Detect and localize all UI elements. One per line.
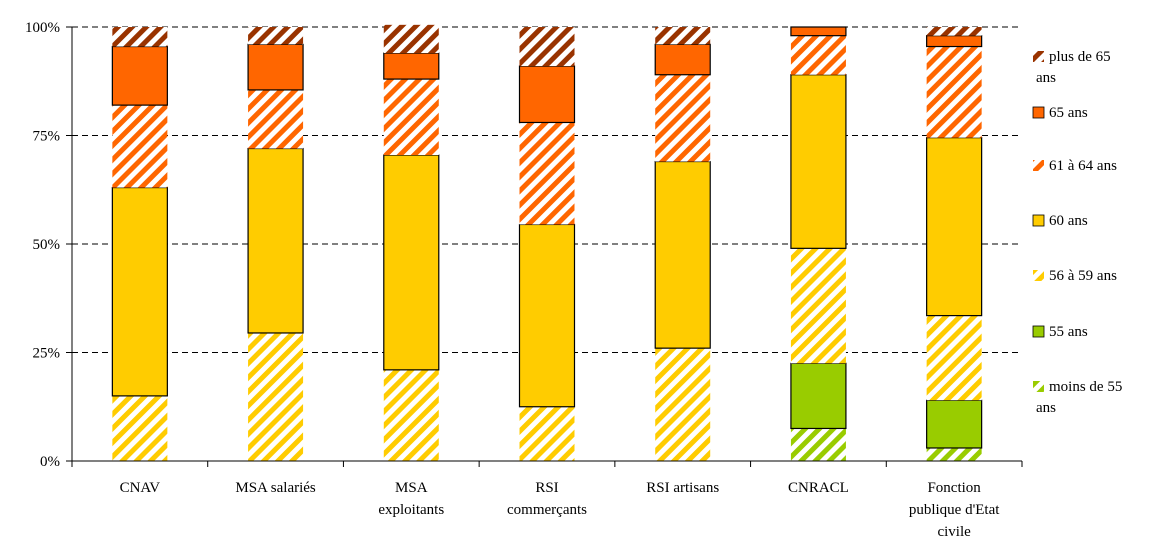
bar-segment-fonction-publique-d-etat-civile-56-a-59-ans [926, 315, 982, 401]
bar-segment-cnracl-65-ans [790, 26, 847, 37]
legend-label: 55 ans [1049, 324, 1088, 340]
bar-segment-rsi-artisans-plus-de-65-ans [655, 27, 711, 45]
y-tick-label: 50% [33, 237, 61, 253]
y-tick-label: 25% [33, 346, 61, 362]
bar-segment-fonction-publique-d-etat-civile-61-a-64-ans [926, 46, 982, 138]
bar-segment-fonction-publique-d-etat-civile-moins-de-55-ans [926, 447, 982, 461]
legend-label: 61 à 64 ans [1049, 158, 1117, 174]
bar-segment-msa-salaries-60-ans [247, 147, 304, 334]
legend-item-55-ans: 55 ans [1032, 324, 1088, 340]
x-tick-label-rsi-commercants: RSI commerçants [507, 480, 587, 518]
bars [111, 24, 983, 461]
bar-segment-rsi-commercants-61-a-64-ans [519, 122, 575, 225]
legend-item-plus-de-65-ans: plus de 65 ans [1033, 49, 1111, 86]
bar-segment-msa-salaries-plus-de-65-ans [248, 27, 304, 45]
bar-segment-rsi-commercants-plus-de-65-ans [519, 27, 575, 67]
x-tick-label-msa-exploitants: MSA exploitants [378, 480, 444, 518]
legend-label: plus de 65 ans [1036, 49, 1111, 86]
bar-segment-cnav-56-a-59-ans [112, 395, 168, 461]
bar-segment-cnracl-55-ans [790, 362, 847, 430]
legend-item-56-a-59-ans: 56 à 59 ans [1033, 268, 1117, 284]
legend-swatch [1033, 160, 1044, 171]
bar-segment-fonction-publique-d-etat-civile-65-ans [926, 35, 983, 48]
bar-segment-msa-exploitants-60-ans [383, 154, 440, 371]
legend-label: 60 ans [1049, 213, 1088, 229]
bar-segment-msa-salaries-65-ans [247, 43, 304, 91]
bar-segment-fonction-publique-d-etat-civile-55-ans [926, 399, 983, 449]
x-tick-label-rsi-artisans: RSI artisans [646, 480, 719, 496]
legend-swatch [1033, 51, 1044, 62]
legend-swatch [1032, 214, 1045, 227]
y-tick-label: 100% [25, 20, 60, 36]
legend-item-61-a-64-ans: 61 à 64 ans [1033, 158, 1117, 174]
axis-labels: 0% 25% 50% 75% 100% CNAV MSA salariés MSA exploi… [25, 20, 1000, 540]
bar-segment-rsi-artisans-56-a-59-ans [655, 348, 711, 461]
bar-segment-fonction-publique-d-etat-civile-plus-de-65-ans [926, 27, 982, 36]
legend-label: moins de 55 ans [1036, 379, 1122, 416]
x-tick-label-msa-salaries: MSA salariés [235, 480, 316, 496]
bar-segment-msa-exploitants-plus-de-65-ans [383, 24, 439, 54]
legend-swatch [1032, 106, 1045, 119]
bar-segment-msa-exploitants-56-a-59-ans [383, 369, 439, 461]
x-tick-label-cnav: CNAV [120, 480, 161, 496]
x-tick-label-cnracl: CNRACL [788, 480, 849, 496]
bar-segment-rsi-artisans-61-a-64-ans [655, 74, 711, 162]
bar-segment-rsi-commercants-65-ans [518, 65, 576, 124]
bar-segment-cnracl-60-ans [790, 74, 847, 249]
legend-label: 56 à 59 ans [1049, 268, 1117, 284]
bar-segment-cnav-61-a-64-ans [112, 105, 168, 188]
bar-segment-cnav-60-ans [111, 186, 168, 397]
x-tick-label-fonction-publique-d-etat-civile: Fonction publique d'Etat civile [909, 480, 1000, 540]
bar-segment-fonction-publique-d-etat-civile-60-ans [926, 137, 983, 317]
legend-swatch [1032, 325, 1045, 338]
bar-segment-rsi-artisans-60-ans [654, 160, 711, 349]
bar-segment-cnracl-moins-de-55-ans [790, 428, 846, 461]
bar-segment-rsi-artisans-65-ans [654, 43, 711, 76]
bar-segment-msa-salaries-56-a-59-ans [248, 332, 304, 461]
bar-segment-cnracl-56-a-59-ans [790, 248, 846, 364]
legend-swatch [1033, 270, 1044, 281]
bar-segment-rsi-commercants-56-a-59-ans [519, 406, 575, 461]
legend-item-65-ans: 65 ans [1032, 105, 1088, 121]
y-tick-label: 0% [40, 454, 60, 470]
y-tick-label: 75% [33, 129, 61, 145]
bar-segment-msa-exploitants-61-a-64-ans [383, 79, 439, 156]
bar-segment-cnav-65-ans [111, 45, 168, 106]
bar-segment-rsi-commercants-60-ans [518, 223, 576, 408]
bar-segment-msa-exploitants-65-ans [383, 52, 440, 80]
bar-segment-msa-salaries-61-a-64-ans [248, 89, 304, 149]
bar-segment-cnracl-61-a-64-ans [790, 35, 846, 75]
bar-segment-cnav-plus-de-65-ans [112, 27, 168, 47]
axes [66, 26, 1023, 467]
legend-swatch [1033, 381, 1044, 392]
legend: plus de 65 ans 65 ans 61 à 64 ans 60 ans 56 à… [1032, 49, 1122, 416]
legend-item-60-ans: 60 ans [1032, 213, 1088, 229]
legend-label: 65 ans [1049, 105, 1088, 121]
legend-item-moins-de-55-ans: moins de 55 ans [1033, 379, 1122, 416]
